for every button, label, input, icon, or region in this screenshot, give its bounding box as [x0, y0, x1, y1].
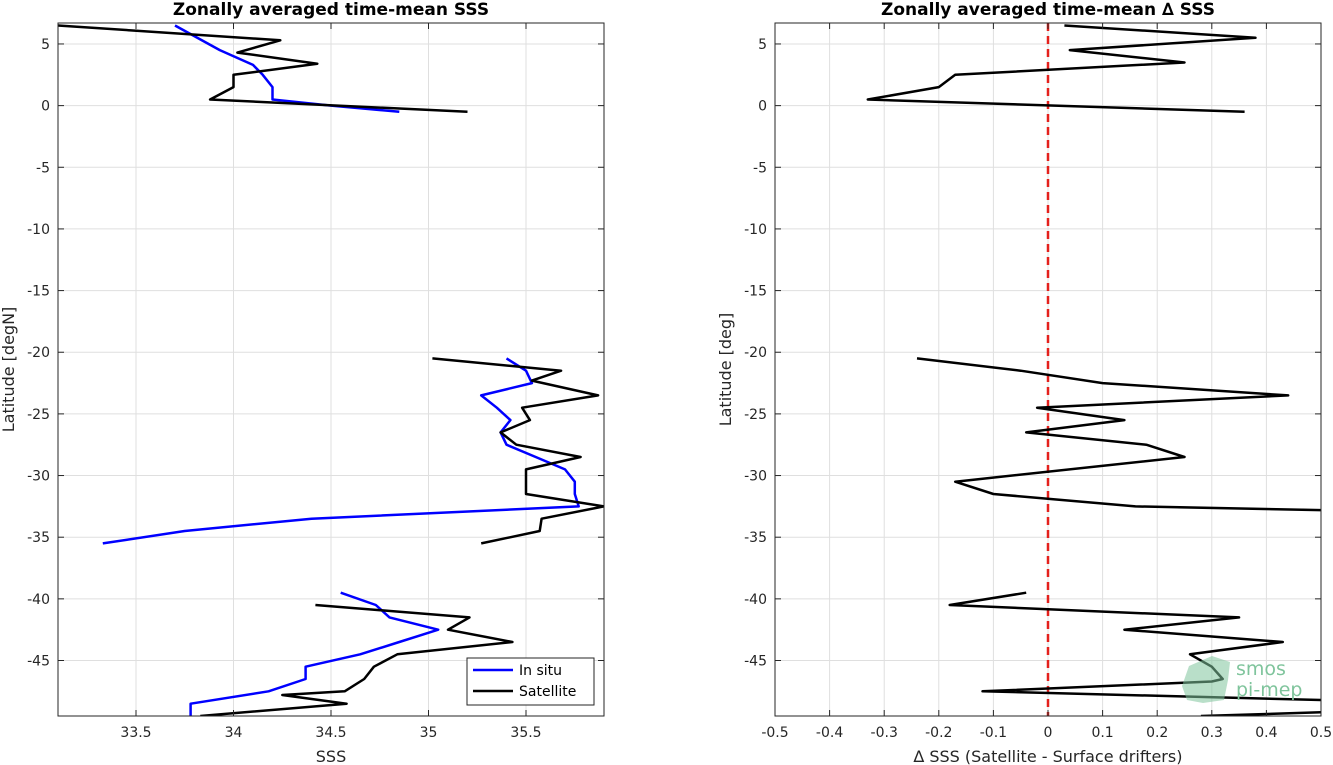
- legend-label-satellite: Satellite: [519, 684, 576, 700]
- x-tick-label: 0.3: [1201, 725, 1223, 741]
- y-tick-label: 5: [758, 37, 767, 53]
- watermark-text-line1: smos: [1236, 658, 1286, 680]
- y-tick-label: -35: [27, 530, 50, 546]
- watermark-logo-shape: [1182, 656, 1230, 703]
- satellite-line-segment-2: [200, 603, 514, 716]
- in-situ-line-segment-1: [102, 357, 580, 545]
- plot-lines: [58, 24, 604, 716]
- y-tick-label: -35: [744, 530, 767, 546]
- series-0-line-segment-1: [916, 357, 1321, 512]
- y-tick-label: -20: [27, 345, 50, 361]
- x-tick-label: 34: [225, 725, 243, 741]
- left-panel-sss: 33.5 34 34.5 35 35.5 5 0 -5 -10 -15 -20 -25 -30 -35 -4…: [0, 0, 605, 765]
- y-tick-label: -15: [744, 284, 767, 300]
- y-tick-label: 0: [758, 99, 767, 115]
- y-tick-label: -30: [744, 469, 767, 485]
- y-tick-label: -45: [27, 654, 50, 670]
- x-axis-label: SSS: [316, 747, 346, 765]
- x-tick-label: 0.2: [1146, 725, 1168, 741]
- chart-title: Zonally averaged time-mean SSS: [173, 0, 489, 20]
- satellite-line-segment-1: [432, 357, 604, 545]
- y-tick-label: -5: [753, 160, 767, 176]
- x-tick-label: 0: [1044, 725, 1053, 741]
- x-tick-label: 0.4: [1255, 725, 1277, 741]
- y-tick-label: -20: [744, 345, 767, 361]
- y-tick-label: -5: [36, 160, 50, 176]
- x-tick-label: -0.4: [816, 725, 843, 741]
- y-tick-label: 5: [41, 37, 50, 53]
- x-tick-label: 0.5: [1310, 725, 1332, 741]
- x-tick-label: 35.5: [510, 725, 541, 741]
- x-tick-label: 34.5: [315, 725, 346, 741]
- y-tick-label: -10: [744, 222, 767, 238]
- series-0-line-segment-3: [1200, 711, 1321, 716]
- chart-title: Zonally averaged time-mean ∆ SSS: [881, 0, 1215, 20]
- right-panel-delta-sss: -0.5 -0.4 -0.3 -0.2 -0.1 0 0.1 0.2 0.3 0.4 0.5 5 0 -5…: [716, 0, 1332, 765]
- y-tick-label: -10: [27, 222, 50, 238]
- y-tick-label: -25: [27, 407, 50, 423]
- x-tick-label: -0.1: [980, 725, 1007, 741]
- x-tick-label: -0.5: [761, 725, 788, 741]
- y-axis-label: Latitude [degN]: [0, 307, 18, 433]
- y-tick-label: -40: [27, 592, 50, 608]
- y-tick-label: 0: [41, 99, 50, 115]
- x-axis-label: ∆ SSS (Satellite - Surface drifters): [913, 747, 1183, 765]
- series-0-line-segment-0: [866, 24, 1257, 114]
- y-tick-label: -45: [744, 654, 767, 670]
- series-0-line-segment-2: [948, 591, 1321, 702]
- legend-box: [466, 657, 595, 706]
- plot-lines: [866, 23, 1321, 716]
- x-tick-label: 33.5: [120, 725, 151, 741]
- x-tick-label: -0.2: [925, 725, 952, 741]
- watermark-text-line2: pi-mep: [1236, 679, 1302, 701]
- y-tick-label: -30: [27, 469, 50, 485]
- y-tick-label: -15: [27, 284, 50, 300]
- x-tick-label: -0.3: [871, 725, 898, 741]
- in-situ-line-segment-2: [189, 591, 440, 716]
- y-tick-label: -40: [744, 592, 767, 608]
- smos-pimep-watermark: smos pi-mep: [1182, 656, 1302, 703]
- x-tick-label: 0.1: [1091, 725, 1113, 741]
- y-tick-label: -25: [744, 407, 767, 423]
- x-tick-label: 35: [420, 725, 438, 741]
- legend-label-in-situ: In situ: [519, 663, 562, 679]
- satellite-line-segment-0: [58, 24, 468, 114]
- legend: In situ Satellite: [466, 657, 595, 706]
- y-axis-label: Latitude [deg]: [716, 313, 735, 427]
